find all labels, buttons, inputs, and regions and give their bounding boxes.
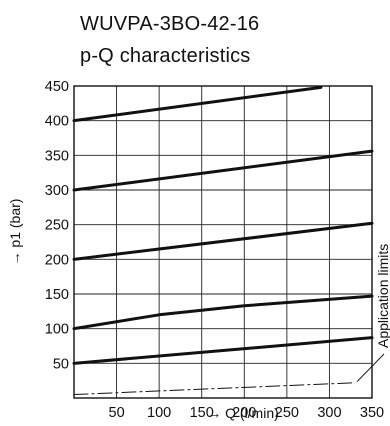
x-tick-label: 200 (232, 405, 256, 421)
annotation-application-limits: Application limits (375, 244, 390, 348)
series-line-6 (73, 382, 356, 396)
x-tick-label: 50 (109, 405, 125, 421)
plot-frame (73, 85, 373, 399)
x-tick-label: 300 (317, 405, 341, 421)
y-axis-label: → p1 (bar) (7, 199, 23, 266)
y-tick-label: 300 (45, 183, 69, 199)
chart-title-block: WUVPA-3BO-42-16 p-Q characteristics (80, 8, 259, 72)
y-tick-label: 100 (45, 322, 69, 338)
x-axis-label: → Q (l/min) (207, 405, 279, 421)
y-tick-label: 400 (45, 114, 69, 130)
chart-title: WUVPA-3BO-42-16 (80, 13, 260, 35)
series-line-2 (72, 149, 374, 192)
y-tick-label: 50 (53, 356, 69, 372)
series-line-5 (72, 336, 374, 365)
y-tick-label: 350 (45, 148, 69, 164)
series-line-4 (72, 294, 374, 331)
annotation-leader-line (356, 353, 385, 383)
series-line-3 (72, 221, 374, 261)
x-tick-label: 350 (360, 405, 384, 421)
series-line-1 (72, 85, 323, 123)
y-tick-label: 150 (45, 287, 69, 303)
y-tick-label: 450 (45, 79, 69, 95)
chart-subtitle: p-Q characteristics (80, 45, 251, 67)
x-tick-label: 100 (147, 405, 171, 421)
y-tick-label: 250 (45, 218, 69, 234)
x-tick-label: 250 (275, 405, 299, 421)
x-tick-label: 150 (190, 405, 214, 421)
y-tick-label: 200 (45, 252, 69, 268)
